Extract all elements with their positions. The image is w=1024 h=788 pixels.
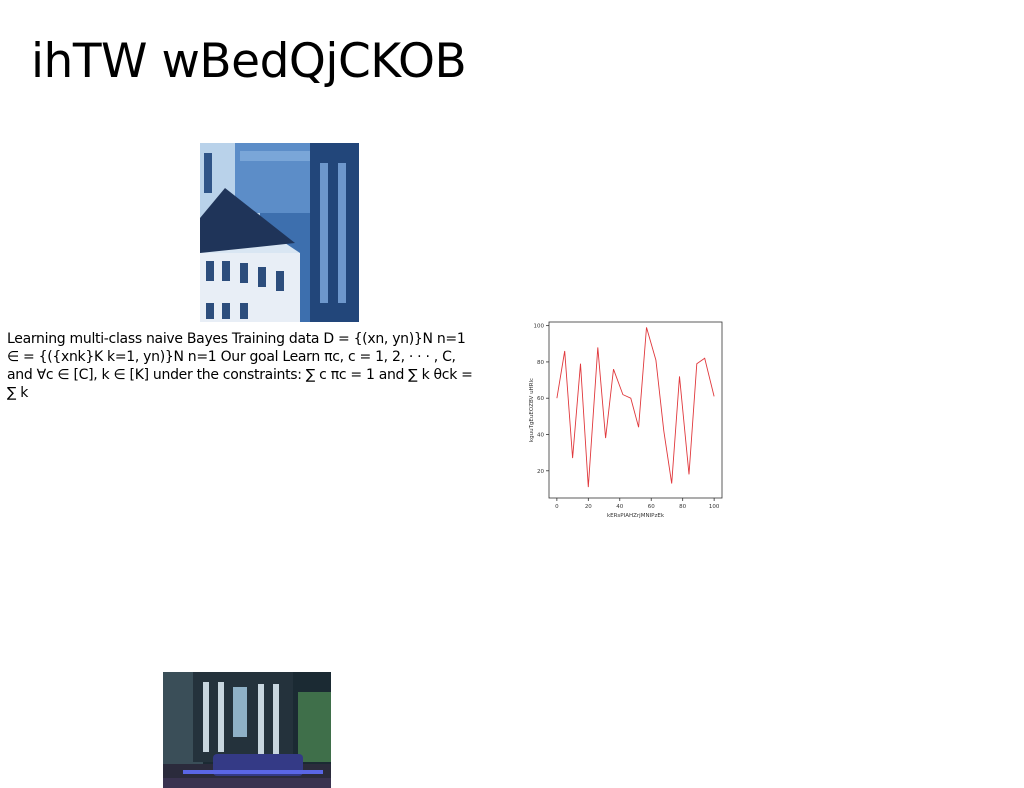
y-tick-label: 40	[537, 432, 544, 438]
x-tick-label: 60	[648, 504, 655, 510]
chart-frame	[548, 321, 723, 499]
building-photo	[200, 143, 359, 322]
x-tick-label: 40	[616, 504, 623, 510]
body-text: Learning multi-class naive Bayes Trainin…	[7, 331, 473, 401]
x-axis-label: kERsPIAHZrjMNIPzEk	[607, 513, 665, 519]
building-photo-illustration	[200, 143, 359, 322]
y-tick-label: 100	[534, 324, 545, 330]
line-chart: 0 20 40 60 80 100 20 40 60 80 100 kERsPIAHZrjMNIPzE…	[527, 318, 727, 523]
x-tick-label: 100	[709, 504, 720, 510]
y-tick-label: 60	[537, 396, 544, 402]
street-photo	[163, 672, 331, 788]
x-tick-label: 20	[585, 504, 592, 510]
y-axis-label: kguuTgEuEOZBV uHRlc	[529, 378, 535, 442]
x-tick-label: 80	[679, 504, 686, 510]
street-photo-illustration	[163, 672, 331, 788]
slide-title: ihTW wBedQjCKOB	[31, 34, 467, 89]
series-line	[556, 327, 715, 488]
line-chart-svg: 0 20 40 60 80 100 20 40 60 80 100 kERsPIAHZrjMNIPzE…	[529, 321, 723, 519]
x-tick-label: 0	[555, 504, 559, 510]
y-tick-label: 20	[537, 469, 544, 475]
y-tick-label: 80	[537, 360, 544, 366]
